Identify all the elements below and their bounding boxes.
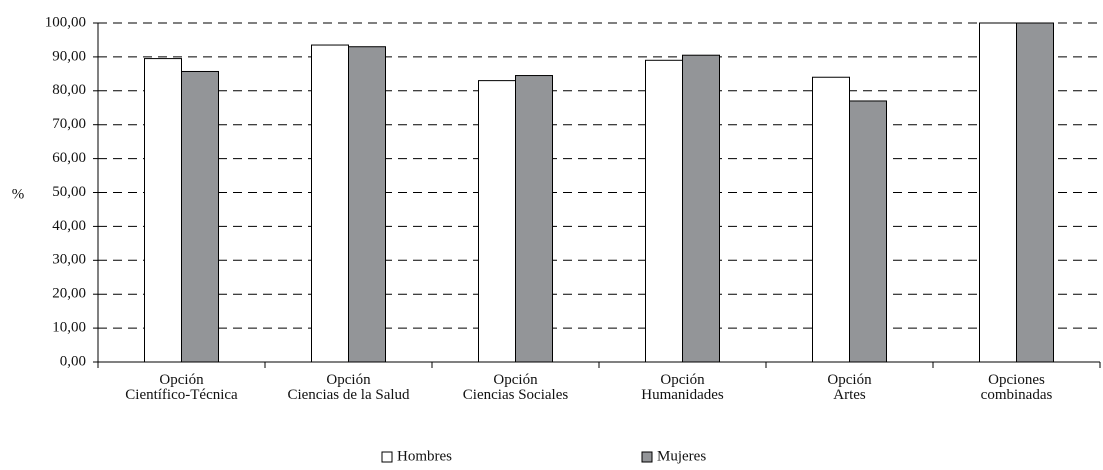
- x-tick-label: Opción Ciencias Sociales: [462, 372, 569, 403]
- bar: [682, 54, 720, 363]
- y-tick-label: 80,00: [52, 82, 86, 98]
- legend-swatch: [641, 451, 653, 463]
- y-axis-label: %: [12, 186, 25, 202]
- bar: [1016, 22, 1054, 363]
- y-tick-label: 0,00: [60, 353, 86, 369]
- x-tick-label: Opciones combinadas: [980, 372, 1053, 403]
- y-tick-label: 40,00: [52, 218, 86, 234]
- y-tick-label: 10,00: [52, 320, 86, 336]
- legend-label: Hombres: [397, 448, 452, 464]
- bar: [812, 76, 850, 363]
- x-tick-label: Opción Científico-Técnica: [125, 372, 238, 403]
- bar: [849, 100, 887, 363]
- bar: [144, 58, 182, 363]
- bar: [645, 59, 683, 363]
- bar: [515, 75, 553, 363]
- y-tick-label: 50,00: [52, 184, 86, 200]
- y-tick-label: 70,00: [52, 116, 86, 132]
- y-tick-label: 30,00: [52, 252, 86, 268]
- y-tick-label: 20,00: [52, 286, 86, 302]
- bar: [478, 80, 516, 363]
- legend-label: Mujeres: [657, 448, 706, 464]
- y-tick-label: 60,00: [52, 150, 86, 166]
- y-tick-label: 90,00: [52, 48, 86, 64]
- bar: [181, 70, 219, 363]
- bar: [311, 44, 349, 363]
- x-tick-label: Opción Ciencias de la Salud: [287, 372, 410, 403]
- y-tick-label: 100,00: [45, 14, 86, 30]
- x-tick-label: Opción Humanidades: [641, 372, 724, 403]
- bar: [979, 22, 1017, 363]
- bar: [348, 46, 386, 363]
- legend-swatch: [381, 451, 393, 463]
- x-tick-label: Opción Artes: [827, 372, 872, 403]
